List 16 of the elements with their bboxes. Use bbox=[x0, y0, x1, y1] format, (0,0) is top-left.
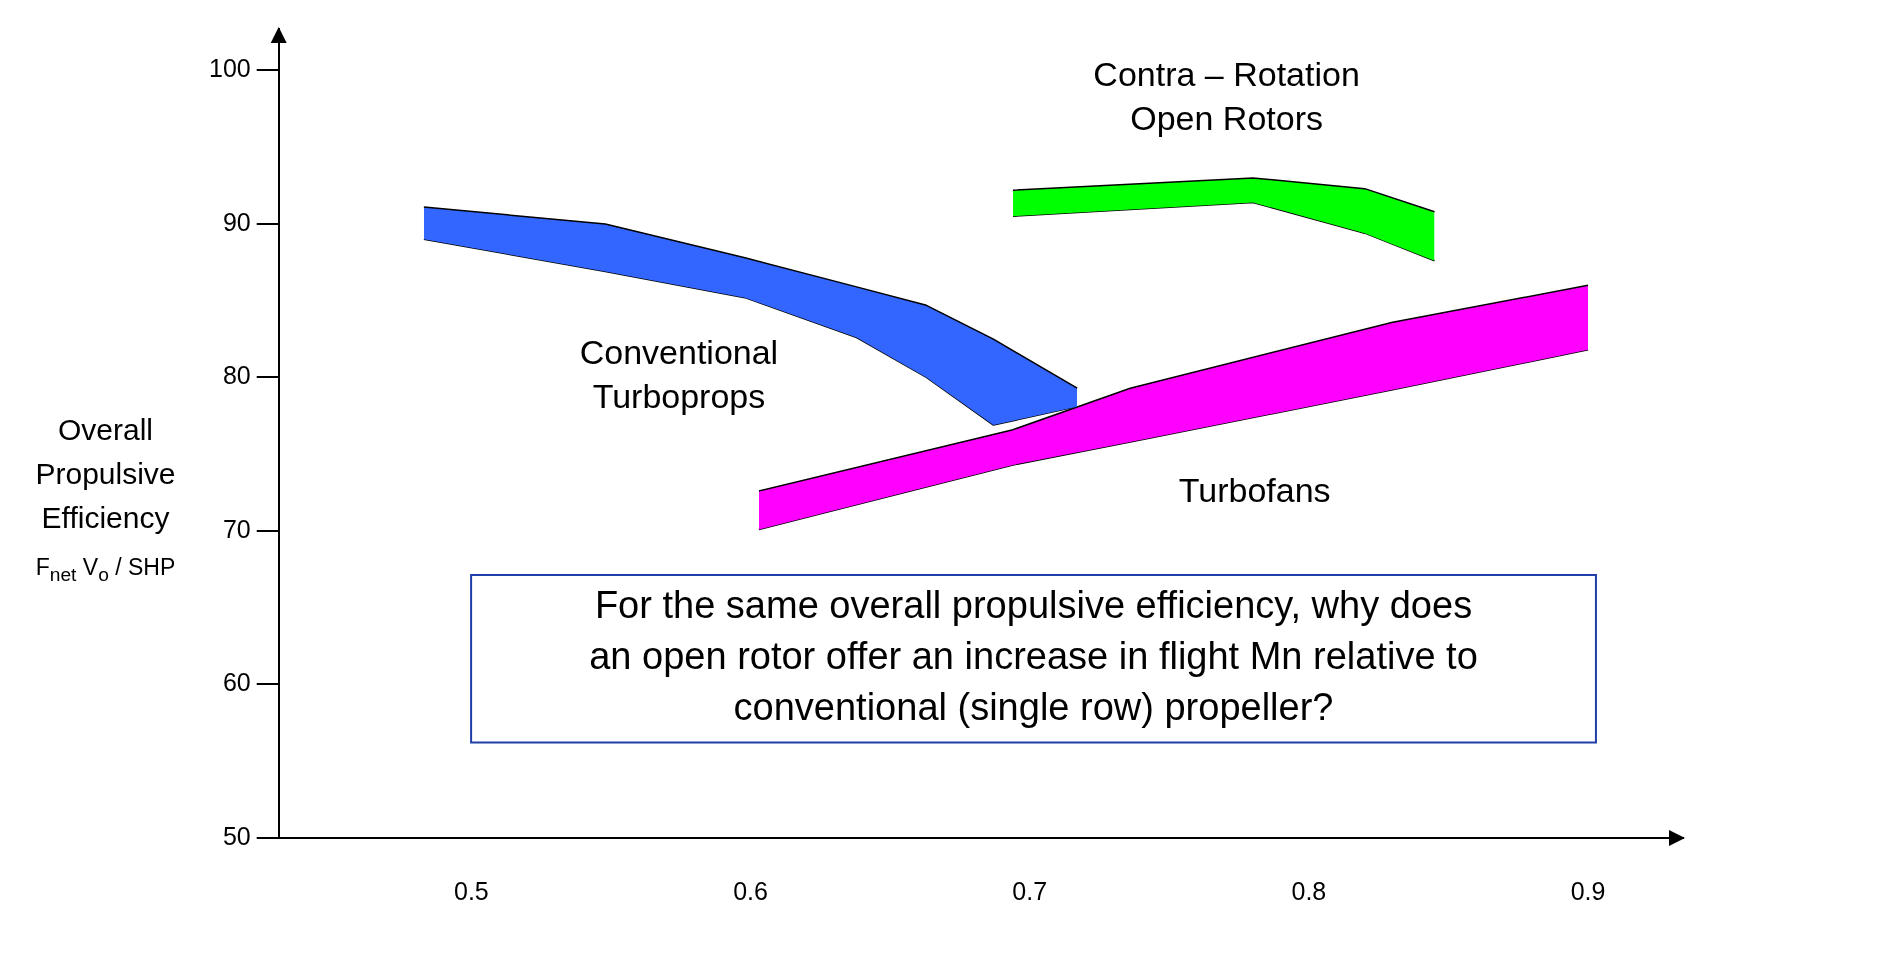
y-tick-label: 50 bbox=[222, 821, 251, 850]
x-tick-label: 0.8 bbox=[1291, 876, 1327, 905]
annotation: Conventional Turboprops bbox=[579, 333, 779, 416]
y-tick-label: 100 bbox=[208, 54, 251, 83]
annotation: Contra – Rotation Open Rotors bbox=[1093, 54, 1360, 137]
y-axis-title: Overall Propulsive Efficiency F$_{net}$ V$_{o}$ / SHP bbox=[34, 412, 177, 586]
annotation: Turbofans bbox=[1178, 470, 1331, 509]
x-tick-label: 0.7 bbox=[1012, 876, 1048, 905]
x-tick-label: 0.5 bbox=[453, 876, 489, 905]
y-tick-label: 60 bbox=[222, 668, 251, 697]
y-tick-label: 70 bbox=[222, 514, 251, 543]
annotation: For the same overall propulsive efficiency, why does an open rotor offer an increase in flight Mn relative to conventional (single row) propeller? bbox=[589, 584, 1478, 729]
x-tick-label: 0.9 bbox=[1570, 876, 1606, 905]
x-tick-label: 0.6 bbox=[733, 876, 768, 905]
y-tick-label: 90 bbox=[222, 207, 251, 236]
y-tick-label: 80 bbox=[222, 361, 251, 390]
